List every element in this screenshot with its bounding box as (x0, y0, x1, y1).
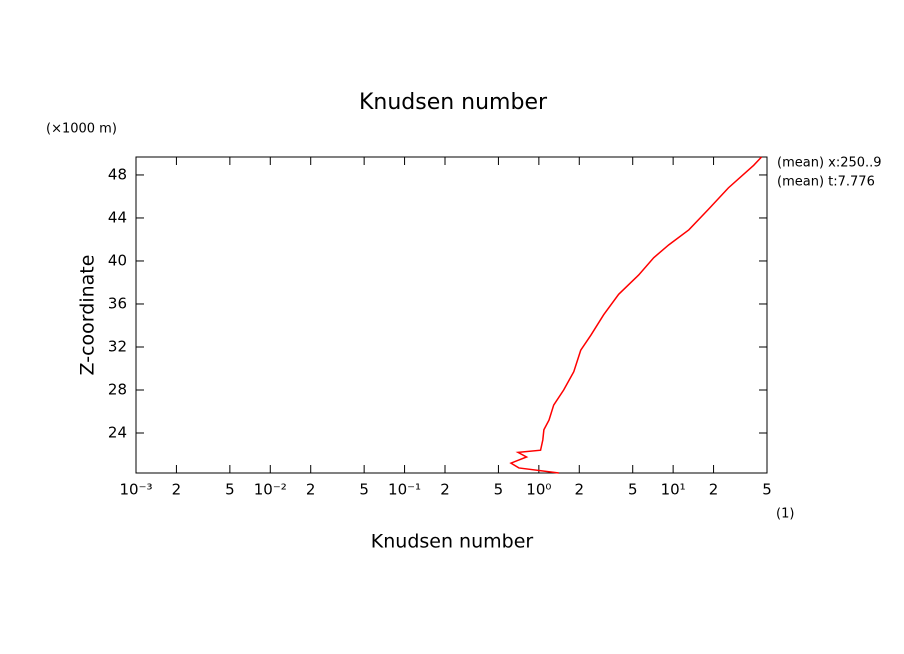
x-tick-label: 10⁻² (254, 481, 287, 499)
y-unit: (×1000 m) (46, 122, 117, 137)
x-tick-label: 10¹ (661, 481, 686, 499)
y-tick-label: 44 (108, 208, 127, 226)
chart-title: Knudsen number (359, 90, 548, 115)
x-axis-label: Knudsen number (371, 531, 534, 553)
plot-frame (135, 156, 768, 474)
data-line (509, 156, 763, 474)
x-tick-label: 10⁰ (526, 481, 551, 499)
x-tick-label: 10⁻³ (119, 481, 152, 499)
x-tick-label: 2 (440, 481, 450, 499)
y-tick-label: 24 (108, 424, 127, 442)
x-tick-label: 5 (762, 481, 772, 499)
annotation: (mean) x:250..9 (777, 156, 882, 171)
y-tick-label: 48 (108, 165, 127, 183)
y-axis-label: Z-coordinate (77, 255, 99, 376)
x-tick-label: 5 (225, 481, 235, 499)
x-tick-label: 10⁻¹ (388, 481, 421, 499)
y-tick-label: 28 (108, 380, 127, 398)
x-tick-label: 2 (575, 481, 585, 499)
y-tick-label: 36 (108, 294, 127, 312)
x-tick-label: 5 (628, 481, 638, 499)
x-tick-label: 2 (172, 481, 182, 499)
x-unit: (1) (776, 507, 794, 522)
x-tick-label: 5 (494, 481, 504, 499)
x-tick-label: 2 (306, 481, 316, 499)
y-tick-label: 40 (108, 251, 127, 269)
y-tick-label: 32 (108, 337, 127, 355)
annotation: (mean) t:7.776 (777, 175, 875, 190)
x-tick-label: 2 (709, 481, 719, 499)
x-tick-label: 5 (359, 481, 369, 499)
